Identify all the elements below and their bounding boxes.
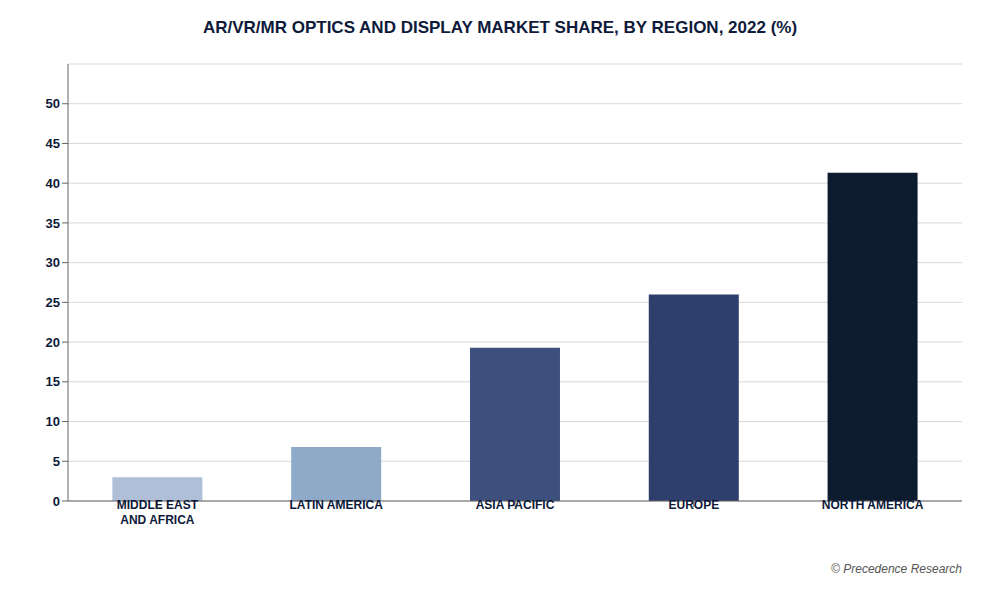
svg-text:30: 30	[46, 255, 60, 270]
svg-text:35: 35	[46, 216, 60, 231]
svg-text:10: 10	[46, 414, 60, 429]
svg-text:40: 40	[46, 176, 60, 191]
svg-text:45: 45	[46, 136, 60, 151]
svg-text:0: 0	[53, 494, 60, 509]
svg-text:NORTH AMERICA: NORTH AMERICA	[822, 498, 924, 512]
svg-text:EUROPE: EUROPE	[668, 498, 719, 512]
svg-text:15: 15	[46, 374, 60, 389]
svg-text:MIDDLE EASTAND AFRICA: MIDDLE EASTAND AFRICA	[117, 498, 199, 527]
svg-text:5: 5	[53, 454, 60, 469]
html-text:AR/VR/MR OPTICS AND DISPLAY MA: AR/VR/MR OPTICS AND DISPLAY MARKET SHARE…	[202, 18, 798, 37]
svg-text:50: 50	[46, 96, 60, 111]
svg-text:25: 25	[46, 295, 60, 310]
svg-text:20: 20	[46, 335, 60, 350]
svg-text:LATIN AMERICA: LATIN AMERICA	[290, 498, 384, 512]
html-text:© Precedence Research: © Precedence Research	[831, 562, 962, 576]
svg-text:ASIA PACIFIC: ASIA PACIFIC	[476, 498, 555, 512]
